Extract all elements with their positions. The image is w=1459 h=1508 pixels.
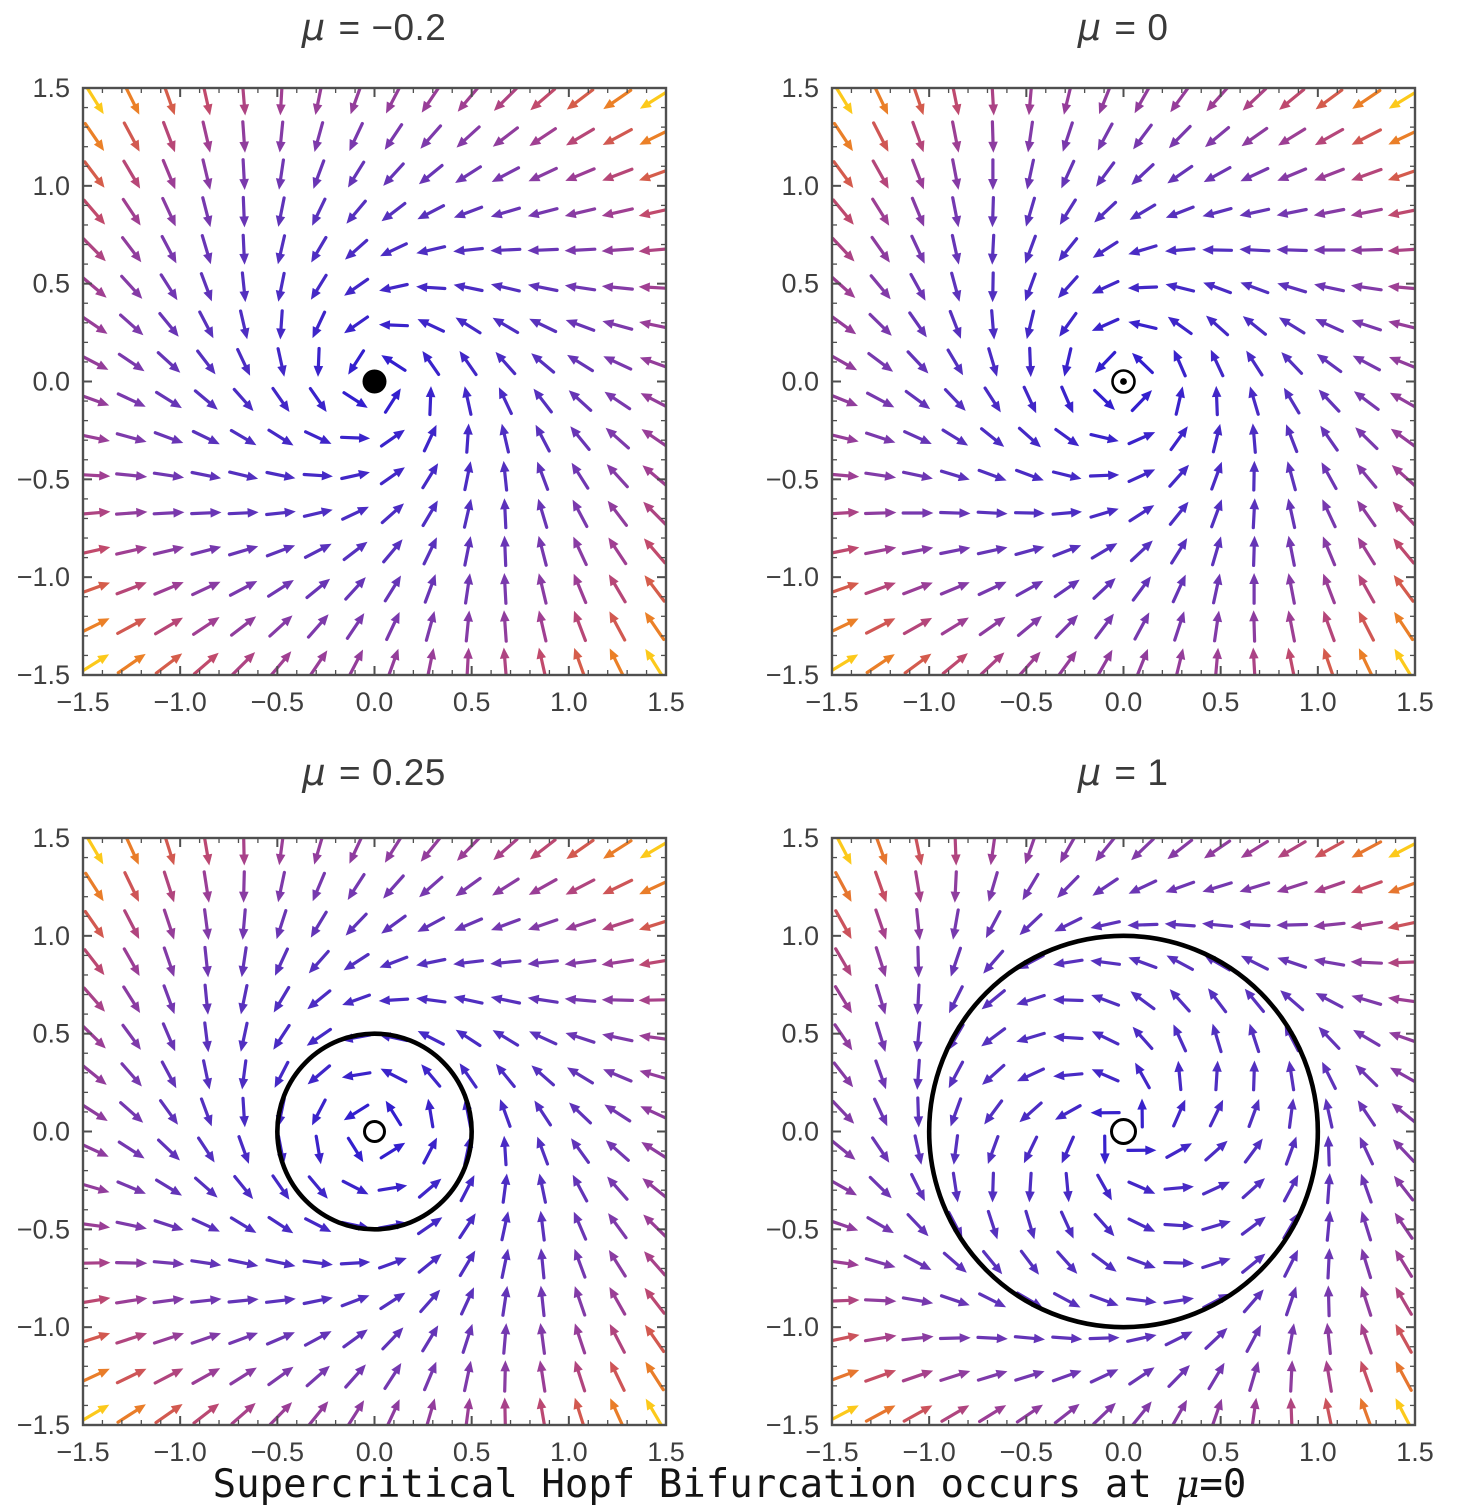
y-tick-label: 1.0 (781, 171, 819, 201)
mu-value: = 0.25 (328, 752, 446, 793)
x-tick-label: 0.5 (453, 687, 491, 717)
vector-field-plot-mu-0.25: −1.5−1.5 −1.0 −1.0 −0.5 −0.5 0.0 0.0 0.5 0.5 1.0 1… (17, 828, 685, 1467)
x-tick-label: 1.0 (550, 1437, 588, 1467)
x-tick-label: −0.5 (1000, 687, 1053, 717)
x-tick-label: 1.5 (647, 1437, 685, 1467)
y-tick-label: −0.5 (766, 1214, 819, 1244)
x-tick-label: −1.5 (805, 687, 858, 717)
fixed-point-marker-stable (362, 369, 387, 394)
vector-arrows (833, 89, 1414, 674)
x-tick-label: −1.0 (154, 687, 207, 717)
x-tick-label: −0.5 (1000, 1437, 1053, 1467)
mu-value: = −0.2 (327, 7, 447, 48)
mu-symbol: μ (1077, 6, 1102, 49)
y-tick-label: −0.5 (17, 1214, 70, 1244)
y-tick-label: 0.0 (781, 1117, 819, 1147)
x-tick-label: 1.0 (1299, 1437, 1337, 1467)
x-tick-label: 0.0 (1105, 1437, 1143, 1467)
y-tick-label: −1.0 (766, 562, 819, 592)
x-tick-label: 0.0 (356, 687, 394, 717)
tick-labels: −1.5−1.5 −1.0 −1.0 −0.5 −0.5 0.0 0.0 0.5 0.5 1.0 1… (766, 78, 1434, 717)
x-tick-label: −0.5 (251, 687, 304, 717)
y-tick-label: 1.5 (32, 78, 70, 103)
y-tick-label: 1.5 (781, 828, 819, 853)
fixed-point-center-dot (1120, 378, 1127, 385)
x-tick-label: 0.0 (356, 1437, 394, 1467)
x-tick-label: −1.5 (56, 1437, 109, 1467)
fixed-point-marker-unstable (1110, 1118, 1137, 1145)
tick-labels: −1.5−1.5 −1.0 −1.0 −0.5 −0.5 0.0 0.0 0.5 0.5 1.0 1… (17, 828, 685, 1467)
y-tick-label: 1.0 (32, 921, 70, 951)
vector-field-plot-mu-neg-0.2: −1.5−1.5 −1.0 −1.0 −0.5 −0.5 0.0 0.0 0.5 0.5 1.0 1… (17, 78, 685, 717)
plot-title-mu-1: μ = 1 (1078, 751, 1169, 794)
mu-symbol: μ (1077, 751, 1102, 794)
vector-arrows (84, 89, 665, 674)
plot-frame (81, 86, 668, 677)
caption-mu-value: =0 (1199, 1462, 1247, 1507)
y-tick-label: −1.5 (766, 1410, 819, 1440)
x-tick-label: −1.0 (154, 1437, 207, 1467)
mu-symbol: μ (302, 751, 327, 794)
x-tick-label: −1.0 (903, 687, 956, 717)
y-tick-label: −0.5 (17, 464, 70, 494)
vector-arrows (84, 839, 665, 1424)
tick-labels: −1.5−1.5 −1.0 −1.0 −0.5 −0.5 0.0 0.0 0.5 0.5 1.0 1… (766, 828, 1434, 1467)
y-tick-label: 1.0 (781, 921, 819, 951)
x-tick-label: −1.5 (56, 687, 109, 717)
x-tick-label: 0.0 (1105, 687, 1143, 717)
y-tick-label: −1.0 (17, 1312, 70, 1342)
y-tick-label: −1.5 (766, 660, 819, 690)
x-tick-label: 1.0 (550, 687, 588, 717)
x-tick-label: 0.5 (1202, 687, 1240, 717)
limit-cycle (926, 933, 1321, 1330)
y-tick-label: −1.5 (17, 660, 70, 690)
y-tick-label: 1.5 (32, 828, 70, 853)
x-tick-label: 1.5 (647, 687, 685, 717)
x-tick-label: 0.5 (1202, 1437, 1240, 1467)
y-tick-label: 0.5 (32, 269, 70, 299)
vector-field-plot-mu-1: −1.5−1.5 −1.0 −1.0 −0.5 −0.5 0.0 0.0 0.5 0.5 1.0 1… (766, 828, 1434, 1467)
y-tick-label: −0.5 (766, 464, 819, 494)
mu-value: = 1 (1103, 752, 1169, 793)
plot-frame (830, 836, 1417, 1427)
plot-frame (830, 86, 1417, 677)
mu-value: = 0 (1103, 7, 1169, 48)
y-tick-label: 0.5 (781, 269, 819, 299)
x-tick-label: 1.0 (1299, 687, 1337, 717)
limit-cycle (275, 1031, 474, 1232)
vector-arrows (833, 839, 1414, 1424)
x-tick-label: −1.0 (903, 1437, 956, 1467)
x-tick-label: −1.5 (805, 1437, 858, 1467)
plot-frame (81, 836, 668, 1427)
y-tick-label: 0.0 (781, 367, 819, 397)
y-tick-label: −1.0 (17, 562, 70, 592)
x-tick-label: 1.5 (1396, 1437, 1434, 1467)
x-tick-label: −0.5 (251, 1437, 304, 1467)
plot-title-mu-neg-0.2: μ = −0.2 (302, 6, 447, 49)
fixed-point-marker-unstable (363, 1120, 386, 1143)
y-tick-label: 0.5 (32, 1019, 70, 1049)
caption-mu-symbol: μ (1175, 1463, 1200, 1506)
y-tick-label: −1.0 (766, 1312, 819, 1342)
plot-title-mu-0.25: μ = 0.25 (302, 751, 446, 794)
tick-labels: −1.5−1.5 −1.0 −1.0 −0.5 −0.5 0.0 0.0 0.5 0.5 1.0 1… (17, 78, 685, 717)
y-tick-label: 0.0 (32, 367, 70, 397)
y-tick-label: −1.5 (17, 1410, 70, 1440)
mu-symbol: μ (301, 6, 326, 49)
y-tick-label: 1.0 (32, 171, 70, 201)
y-tick-label: 0.0 (32, 1117, 70, 1147)
plot-title-mu-0: μ = 0 (1078, 6, 1169, 49)
figure-caption: Supercritical Hopf Bifurcation occurs at… (213, 1462, 1247, 1507)
x-tick-label: 1.5 (1396, 687, 1434, 717)
x-tick-label: 0.5 (453, 1437, 491, 1467)
vector-field-plot-mu-0: −1.5−1.5 −1.0 −1.0 −0.5 −0.5 0.0 0.0 0.5 0.5 1.0 1… (766, 78, 1434, 717)
y-tick-label: 0.5 (781, 1019, 819, 1049)
caption-text: Supercritical Hopf Bifurcation occurs at (212, 1462, 1176, 1507)
y-tick-label: 1.5 (781, 78, 819, 103)
